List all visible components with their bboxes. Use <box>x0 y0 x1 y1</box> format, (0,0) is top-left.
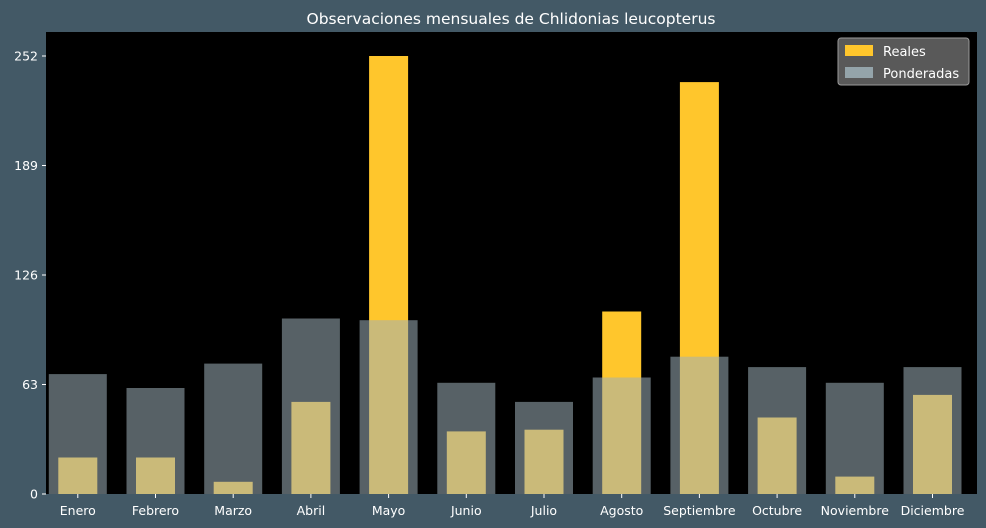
x-tick-label-julio: Julio <box>530 503 557 518</box>
y-tick-label-0: 0 <box>30 487 38 502</box>
x-tick-label-octubre: Octubre <box>752 503 802 518</box>
bar-ponderadas-agosto <box>592 377 651 494</box>
bar-ponderadas-septiembre <box>670 356 729 494</box>
x-tick-label-agosto: Agosto <box>600 503 643 518</box>
bar-ponderadas-octubre <box>748 367 807 494</box>
y-tick-label-126: 126 <box>14 268 38 283</box>
bar-ponderadas-marzo <box>204 363 263 494</box>
x-tick-label-abril: Abril <box>297 503 326 518</box>
bars-layer <box>48 56 962 494</box>
legend-swatch-reales <box>845 45 873 56</box>
x-tick-label-enero: Enero <box>60 503 96 518</box>
x-tick-label-marzo: Marzo <box>214 503 252 518</box>
x-tick-label-mayo: Mayo <box>372 503 406 518</box>
bar-ponderadas-enero <box>48 374 107 494</box>
plot-area <box>46 32 977 494</box>
axis-layer: Enero Febrero Marzo Abril Mayo Junio Julio Agos… <box>14 49 965 519</box>
bar-ponderadas-junio <box>437 382 496 494</box>
bar-ponderadas-diciembre <box>903 367 962 494</box>
bar-ponderadas-abril <box>281 318 340 494</box>
bar-ponderadas-mayo <box>359 320 418 494</box>
y-tick-label-252: 252 <box>14 49 38 64</box>
legend-swatch-ponderadas <box>845 67 873 78</box>
x-tick-label-septiembre: Septiembre <box>663 503 736 518</box>
bar-ponderadas-febrero <box>126 388 185 494</box>
bar-ponderadas-noviembre <box>825 382 884 494</box>
legend: Reales Ponderadas <box>837 37 970 86</box>
x-tick-label-noviembre: Noviembre <box>821 503 890 518</box>
x-tick-label-diciembre: Diciembre <box>901 503 965 518</box>
x-tick-label-febrero: Febrero <box>132 503 179 518</box>
chart-title: Observaciones mensuales de Chlidonias le… <box>307 10 716 28</box>
y-tick-label-63: 63 <box>22 377 38 392</box>
legend-label-reales: Reales <box>883 45 926 60</box>
x-tick-label-junio: Junio <box>450 503 482 518</box>
y-tick-label-189: 189 <box>14 158 38 173</box>
bar-ponderadas-julio <box>515 401 573 494</box>
legend-label-ponderadas: Ponderadas <box>883 67 959 82</box>
